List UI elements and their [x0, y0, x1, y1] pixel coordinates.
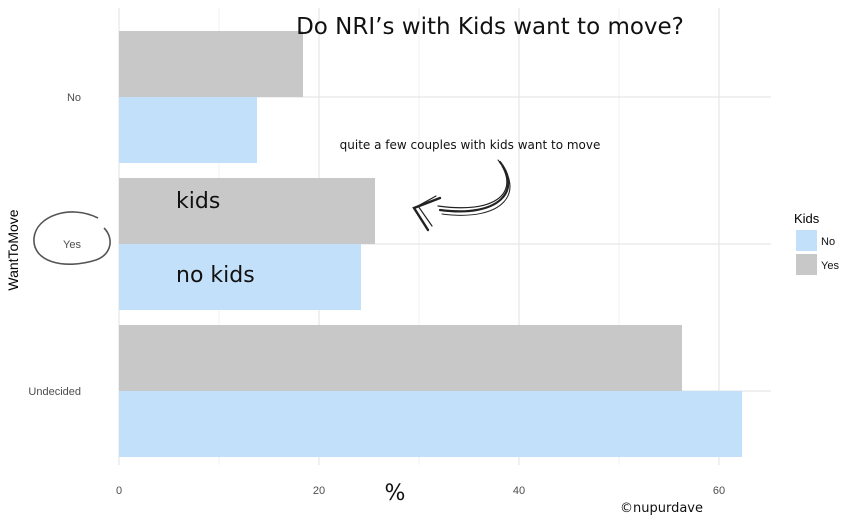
x-tick-label-20: 20	[313, 485, 325, 497]
legend-label-no: No	[821, 236, 835, 248]
annotation-kids: kids	[176, 189, 220, 214]
legend-title: Kids	[794, 211, 820, 226]
legend-swatch-yes	[796, 254, 817, 275]
chart-title: Do NRI’s with Kids want to move?	[296, 14, 684, 40]
bar-yes-kids-no	[119, 244, 361, 310]
y-axis-title: WantToMove	[5, 209, 21, 290]
y-tick-label-yes: Yes	[63, 239, 81, 251]
x-tick-labels: 0 20 40 60	[116, 485, 725, 497]
circle-scribble-icon	[33, 211, 111, 265]
legend-label-yes: Yes	[821, 260, 839, 272]
x-axis-title: %	[385, 481, 406, 506]
y-tick-label-no: No	[67, 92, 81, 104]
curved-arrow-icon	[412, 159, 511, 232]
annotation-no-kids: no kids	[176, 263, 255, 288]
x-tick-label-0: 0	[116, 485, 122, 497]
y-tick-labels: No Yes Undecided	[28, 92, 81, 398]
credit-text: ©nupurdave	[620, 501, 703, 516]
bar-no-kids-no	[119, 97, 257, 163]
bar-no-kids-yes	[119, 31, 303, 97]
x-tick-label-40: 40	[513, 485, 525, 497]
bar-yes-kids-yes	[119, 178, 375, 244]
y-tick-label-undecided: Undecided	[28, 386, 81, 398]
bars	[119, 31, 742, 457]
x-tick-label-60: 60	[713, 485, 725, 497]
bar-undecided-kids-no	[119, 391, 742, 457]
bar-undecided-kids-yes	[119, 325, 682, 391]
legend-swatch-no	[796, 230, 817, 251]
legend: Kids No Yes	[794, 211, 839, 275]
annotation-note: quite a few couples with kids want to mo…	[340, 138, 601, 152]
